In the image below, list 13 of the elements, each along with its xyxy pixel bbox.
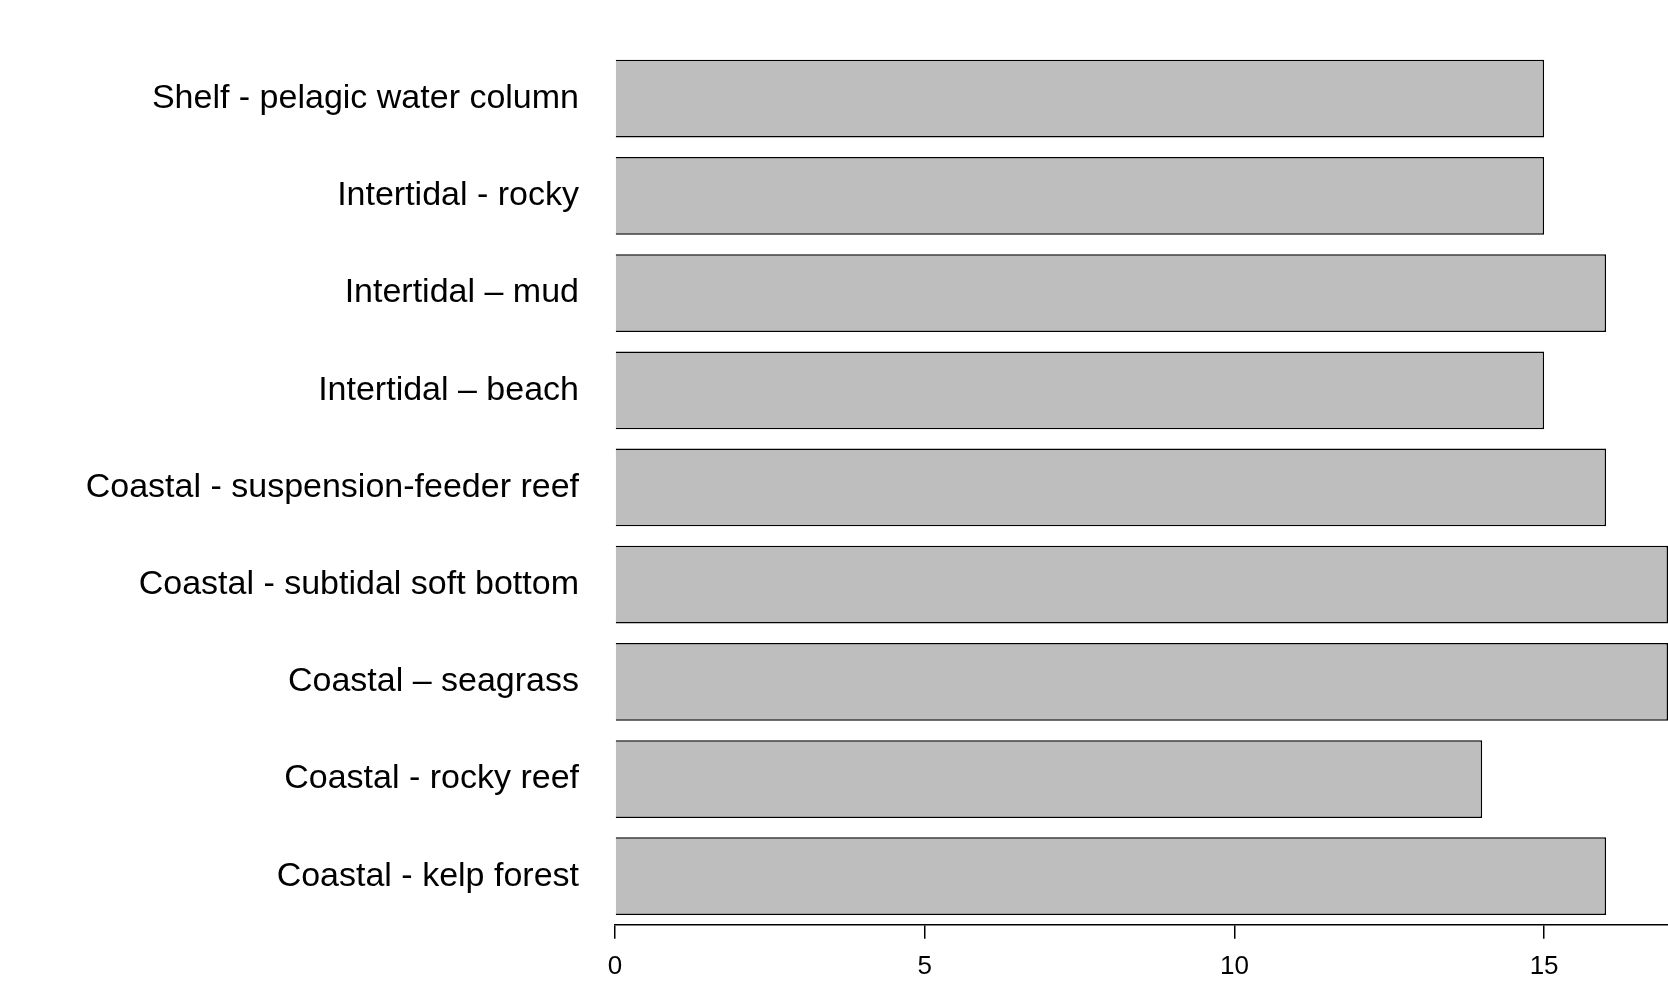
y-tick-label: Intertidal – beach — [318, 368, 579, 407]
y-tick-label: Intertidal – mud — [344, 271, 579, 310]
y-tick-label: Coastal – seagrass — [287, 660, 579, 699]
x-tick-label: 5 — [917, 949, 932, 980]
x-tick-label: 0 — [607, 949, 623, 980]
x-tick-label: 10 — [1219, 949, 1249, 980]
y-tick-label: Intertidal - rocky — [337, 174, 579, 213]
y-tick-label: Shelf - pelagic water column — [151, 77, 579, 116]
y-tick-label: Coastal - suspension-feeder reef — [85, 465, 580, 504]
y-tick-label: Coastal - rocky reef — [284, 757, 580, 796]
y-tick-label: Coastal - subtidal soft bottom — [138, 563, 579, 602]
x-tick-label: 15 — [1529, 949, 1559, 980]
y-tick-label: Coastal - kelp forest — [276, 854, 580, 893]
